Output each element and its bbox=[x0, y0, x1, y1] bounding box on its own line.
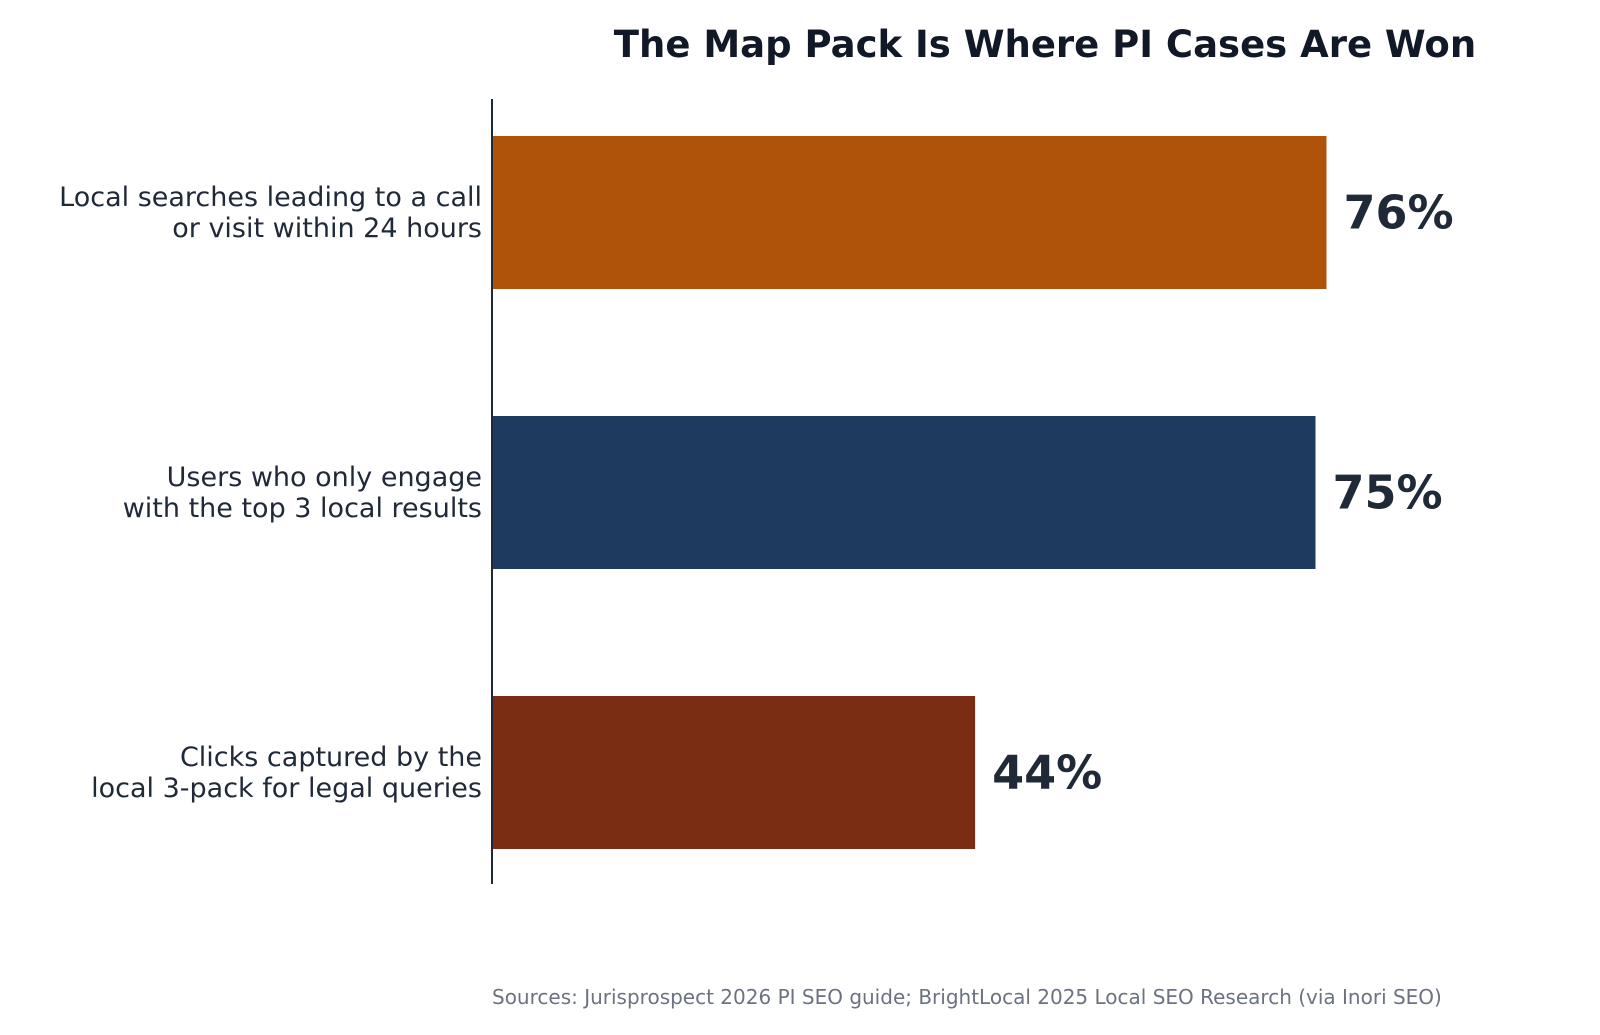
category-label-3: Clicks captured by the local 3-pack for l… bbox=[91, 742, 482, 804]
bar-1 bbox=[492, 136, 1327, 289]
value-label-2: 75% bbox=[1333, 466, 1443, 520]
category-label-2: Users who only engage with the top 3 loca… bbox=[123, 462, 482, 524]
chart-title: The Map Pack Is Where PI Cases Are Won bbox=[614, 23, 1476, 66]
plot-area: 76% Local searches leading to a call or vi… bbox=[59, 136, 1454, 849]
value-label-3: 44% bbox=[992, 746, 1102, 800]
bar-3 bbox=[492, 696, 976, 849]
category-label-line: Clicks captured by the bbox=[180, 742, 482, 773]
value-label-1: 76% bbox=[1343, 186, 1453, 240]
category-label-1: Local searches leading to a call or visit… bbox=[59, 182, 482, 244]
category-label-line: Local searches leading to a call bbox=[59, 182, 482, 213]
category-label-line: with the top 3 local results bbox=[123, 493, 482, 524]
category-label-line: local 3-pack for legal queries bbox=[91, 773, 482, 804]
category-label-line: or visit within 24 hours bbox=[172, 213, 482, 244]
category-label-line: Users who only engage bbox=[167, 462, 482, 493]
source-note: Sources: Jurisprospect 2026 PI SEO guide… bbox=[492, 985, 1442, 1009]
bar-2 bbox=[492, 416, 1316, 569]
